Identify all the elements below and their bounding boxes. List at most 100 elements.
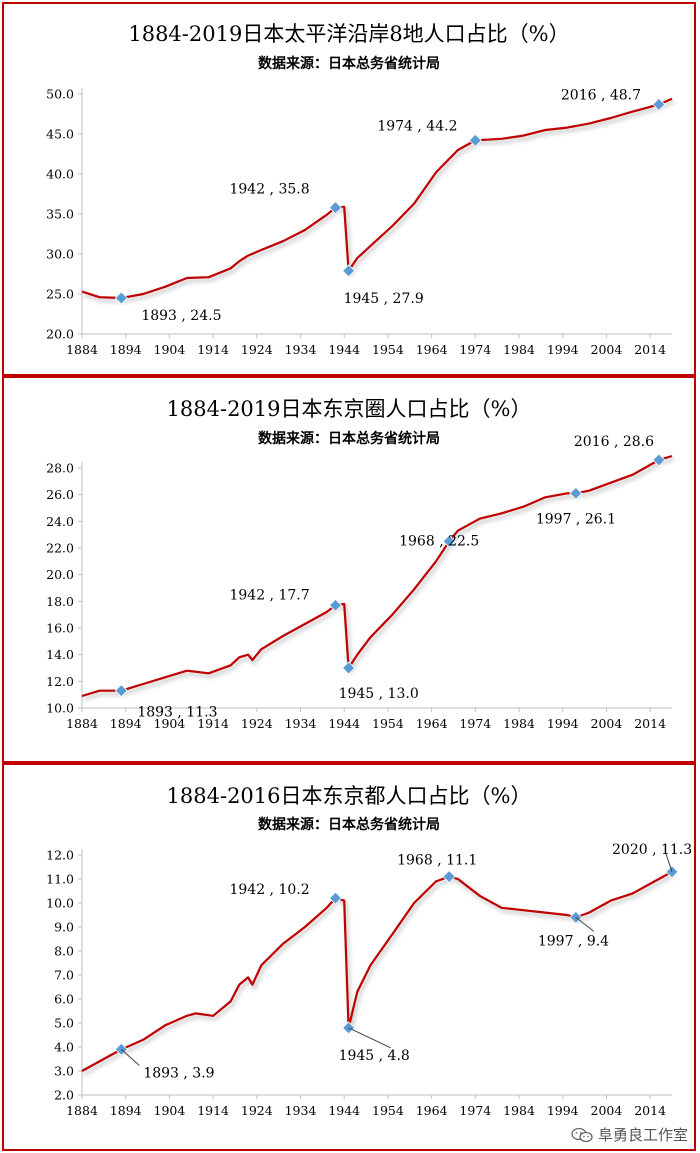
data-label: 1945 , 4.8 bbox=[339, 1048, 410, 1064]
x-tick-label: 1934 bbox=[285, 1103, 317, 1118]
y-tick-label: 6.0 bbox=[54, 992, 74, 1007]
x-tick-label: 1954 bbox=[372, 1103, 404, 1118]
chart-subtitle: 数据来源：日本总务省统计局 bbox=[258, 430, 440, 447]
y-tick-label: 20.0 bbox=[46, 327, 74, 342]
y-tick-label: 20.0 bbox=[46, 567, 74, 582]
x-tick-label: 1984 bbox=[503, 1103, 535, 1118]
x-tick-label: 1964 bbox=[416, 1103, 448, 1118]
y-tick-label: 45.0 bbox=[46, 127, 74, 142]
chart-subtitle: 数据来源：日本总务省统计局 bbox=[258, 816, 440, 833]
data-label: 1997 , 9.4 bbox=[538, 933, 609, 949]
x-tick-label: 1914 bbox=[197, 342, 229, 357]
y-tick-label: 25.0 bbox=[46, 287, 74, 302]
x-tick-label: 1914 bbox=[197, 716, 229, 731]
data-point-marker bbox=[328, 598, 343, 612]
data-label: 1893 , 3.9 bbox=[143, 1065, 214, 1081]
data-label: 1945 , 13.0 bbox=[339, 686, 419, 702]
x-tick-label: 1964 bbox=[416, 716, 448, 731]
x-tick-label: 2014 bbox=[634, 1103, 666, 1118]
data-label: 1942 , 35.8 bbox=[229, 182, 309, 198]
x-tick-label: 1914 bbox=[197, 1103, 229, 1118]
x-tick-label: 1894 bbox=[110, 1103, 142, 1118]
x-tick-label: 1974 bbox=[459, 1103, 491, 1118]
y-tick-label: 18.0 bbox=[46, 594, 74, 609]
data-point-marker bbox=[342, 661, 356, 675]
y-tick-label: 3.0 bbox=[54, 1064, 74, 1079]
chart-svg: 1884-2019日本太平洋沿岸8地人口占比（%） 数据来源：日本总务省统计局 20… bbox=[46, 22, 675, 357]
chart-subtitle: 数据来源：日本总务省统计局 bbox=[258, 55, 440, 72]
y-tick-label: 9.0 bbox=[54, 920, 74, 935]
watermark-text: 阜勇良工作室 bbox=[597, 1126, 688, 1144]
x-tick-label: 1944 bbox=[328, 716, 360, 731]
chart-svg: 1884-2019日本东京圈人口占比（%） 数据来源：日本总务省统计局 10.0 12… bbox=[46, 397, 675, 731]
x-tick-label: 2004 bbox=[591, 342, 623, 357]
y-tick-label: 12.0 bbox=[46, 848, 74, 863]
data-label: 2020 , 11.3 bbox=[612, 842, 692, 858]
x-tick-label: 1984 bbox=[503, 342, 535, 357]
chart-title: 1884-2016日本东京都人口占比（%） bbox=[167, 784, 532, 808]
y-tick-label: 22.0 bbox=[46, 541, 74, 556]
leader-line bbox=[575, 917, 595, 932]
x-tick-label: 2014 bbox=[634, 716, 666, 731]
x-tick-label: 1924 bbox=[241, 1103, 273, 1118]
x-tick-label: 1924 bbox=[241, 716, 273, 731]
y-tick-label: 5.0 bbox=[54, 1016, 74, 1031]
x-tick-label: 1904 bbox=[154, 716, 186, 731]
y-tick-label: 30.0 bbox=[46, 247, 74, 262]
data-label: 1968 , 22.5 bbox=[399, 533, 479, 549]
chart-panel-tokyo-metropolis: 1884-2016日本东京都人口占比（%） 数据来源：日本总务省统计局 2.0 3.0… bbox=[2, 763, 696, 1151]
data-label: 1997 , 26.1 bbox=[536, 511, 616, 527]
data-point-marker bbox=[114, 291, 128, 305]
x-tick-label: 2004 bbox=[591, 716, 623, 731]
y-tick-label: 28.0 bbox=[46, 461, 74, 476]
x-tick-label: 1894 bbox=[110, 342, 142, 357]
data-point-marker bbox=[442, 870, 456, 884]
data-point-marker bbox=[114, 684, 128, 698]
y-tick-label: 16.0 bbox=[46, 621, 74, 636]
x-tick-label: 1884 bbox=[66, 716, 98, 731]
x-tick-label: 1994 bbox=[547, 1103, 579, 1118]
data-point-marker bbox=[569, 486, 583, 500]
x-tick-label: 1934 bbox=[285, 342, 317, 357]
wechat-icon bbox=[571, 1127, 593, 1142]
data-point-marker bbox=[652, 453, 666, 467]
chart-svg: 1884-2016日本东京都人口占比（%） 数据来源：日本总务省统计局 2.0 3.0… bbox=[46, 784, 692, 1118]
x-tick-label: 1994 bbox=[547, 342, 579, 357]
x-tick-label: 1884 bbox=[66, 1103, 98, 1118]
x-tick-label: 1924 bbox=[241, 342, 273, 357]
data-label: 1968 , 11.1 bbox=[397, 853, 477, 869]
x-tick-label: 1944 bbox=[328, 342, 360, 357]
chart-panel-pacific-coast: 1884-2019日本太平洋沿岸8地人口占比（%） 数据来源：日本总务省统计局 20… bbox=[2, 2, 696, 376]
data-label: 1942 , 10.2 bbox=[229, 882, 309, 898]
x-tick-label: 1964 bbox=[416, 342, 448, 357]
y-tick-label: 24.0 bbox=[46, 514, 74, 529]
y-tick-label: 2.0 bbox=[54, 1088, 74, 1103]
x-tick-label: 1934 bbox=[285, 716, 317, 731]
data-label: 1942 , 17.7 bbox=[229, 587, 309, 603]
y-tick-label: 10.0 bbox=[46, 896, 74, 911]
leader-line bbox=[665, 853, 673, 872]
x-tick-label: 1954 bbox=[372, 342, 404, 357]
x-tick-label: 1954 bbox=[372, 716, 404, 731]
x-tick-label: 1904 bbox=[154, 342, 186, 357]
watermark: 阜勇良工作室 bbox=[571, 1124, 688, 1145]
leader-line bbox=[348, 1027, 391, 1049]
leader-line bbox=[121, 1049, 140, 1066]
data-label: 1945 , 27.9 bbox=[344, 291, 424, 307]
x-tick-label: 1894 bbox=[110, 716, 142, 731]
x-tick-label: 2014 bbox=[634, 342, 666, 357]
chart-panel-tokyo-area: 1884-2019日本东京圈人口占比（%） 数据来源：日本总务省统计局 10.0 12… bbox=[2, 376, 696, 763]
y-tick-label: 8.0 bbox=[54, 944, 74, 959]
x-tick-label: 1974 bbox=[459, 716, 491, 731]
y-tick-label: 10.0 bbox=[46, 701, 74, 716]
y-tick-label: 50.0 bbox=[46, 87, 74, 102]
series-line bbox=[81, 454, 673, 698]
x-tick-label: 1994 bbox=[547, 716, 579, 731]
data-point-marker bbox=[468, 133, 482, 147]
data-label: 1974 , 44.2 bbox=[377, 118, 457, 134]
data-label: 1893 , 24.5 bbox=[141, 308, 221, 324]
y-tick-label: 11.0 bbox=[46, 872, 74, 887]
chart-title: 1884-2019日本太平洋沿岸8地人口占比（%） bbox=[128, 22, 569, 46]
data-point-marker bbox=[442, 534, 456, 548]
data-point-marker bbox=[328, 891, 343, 905]
